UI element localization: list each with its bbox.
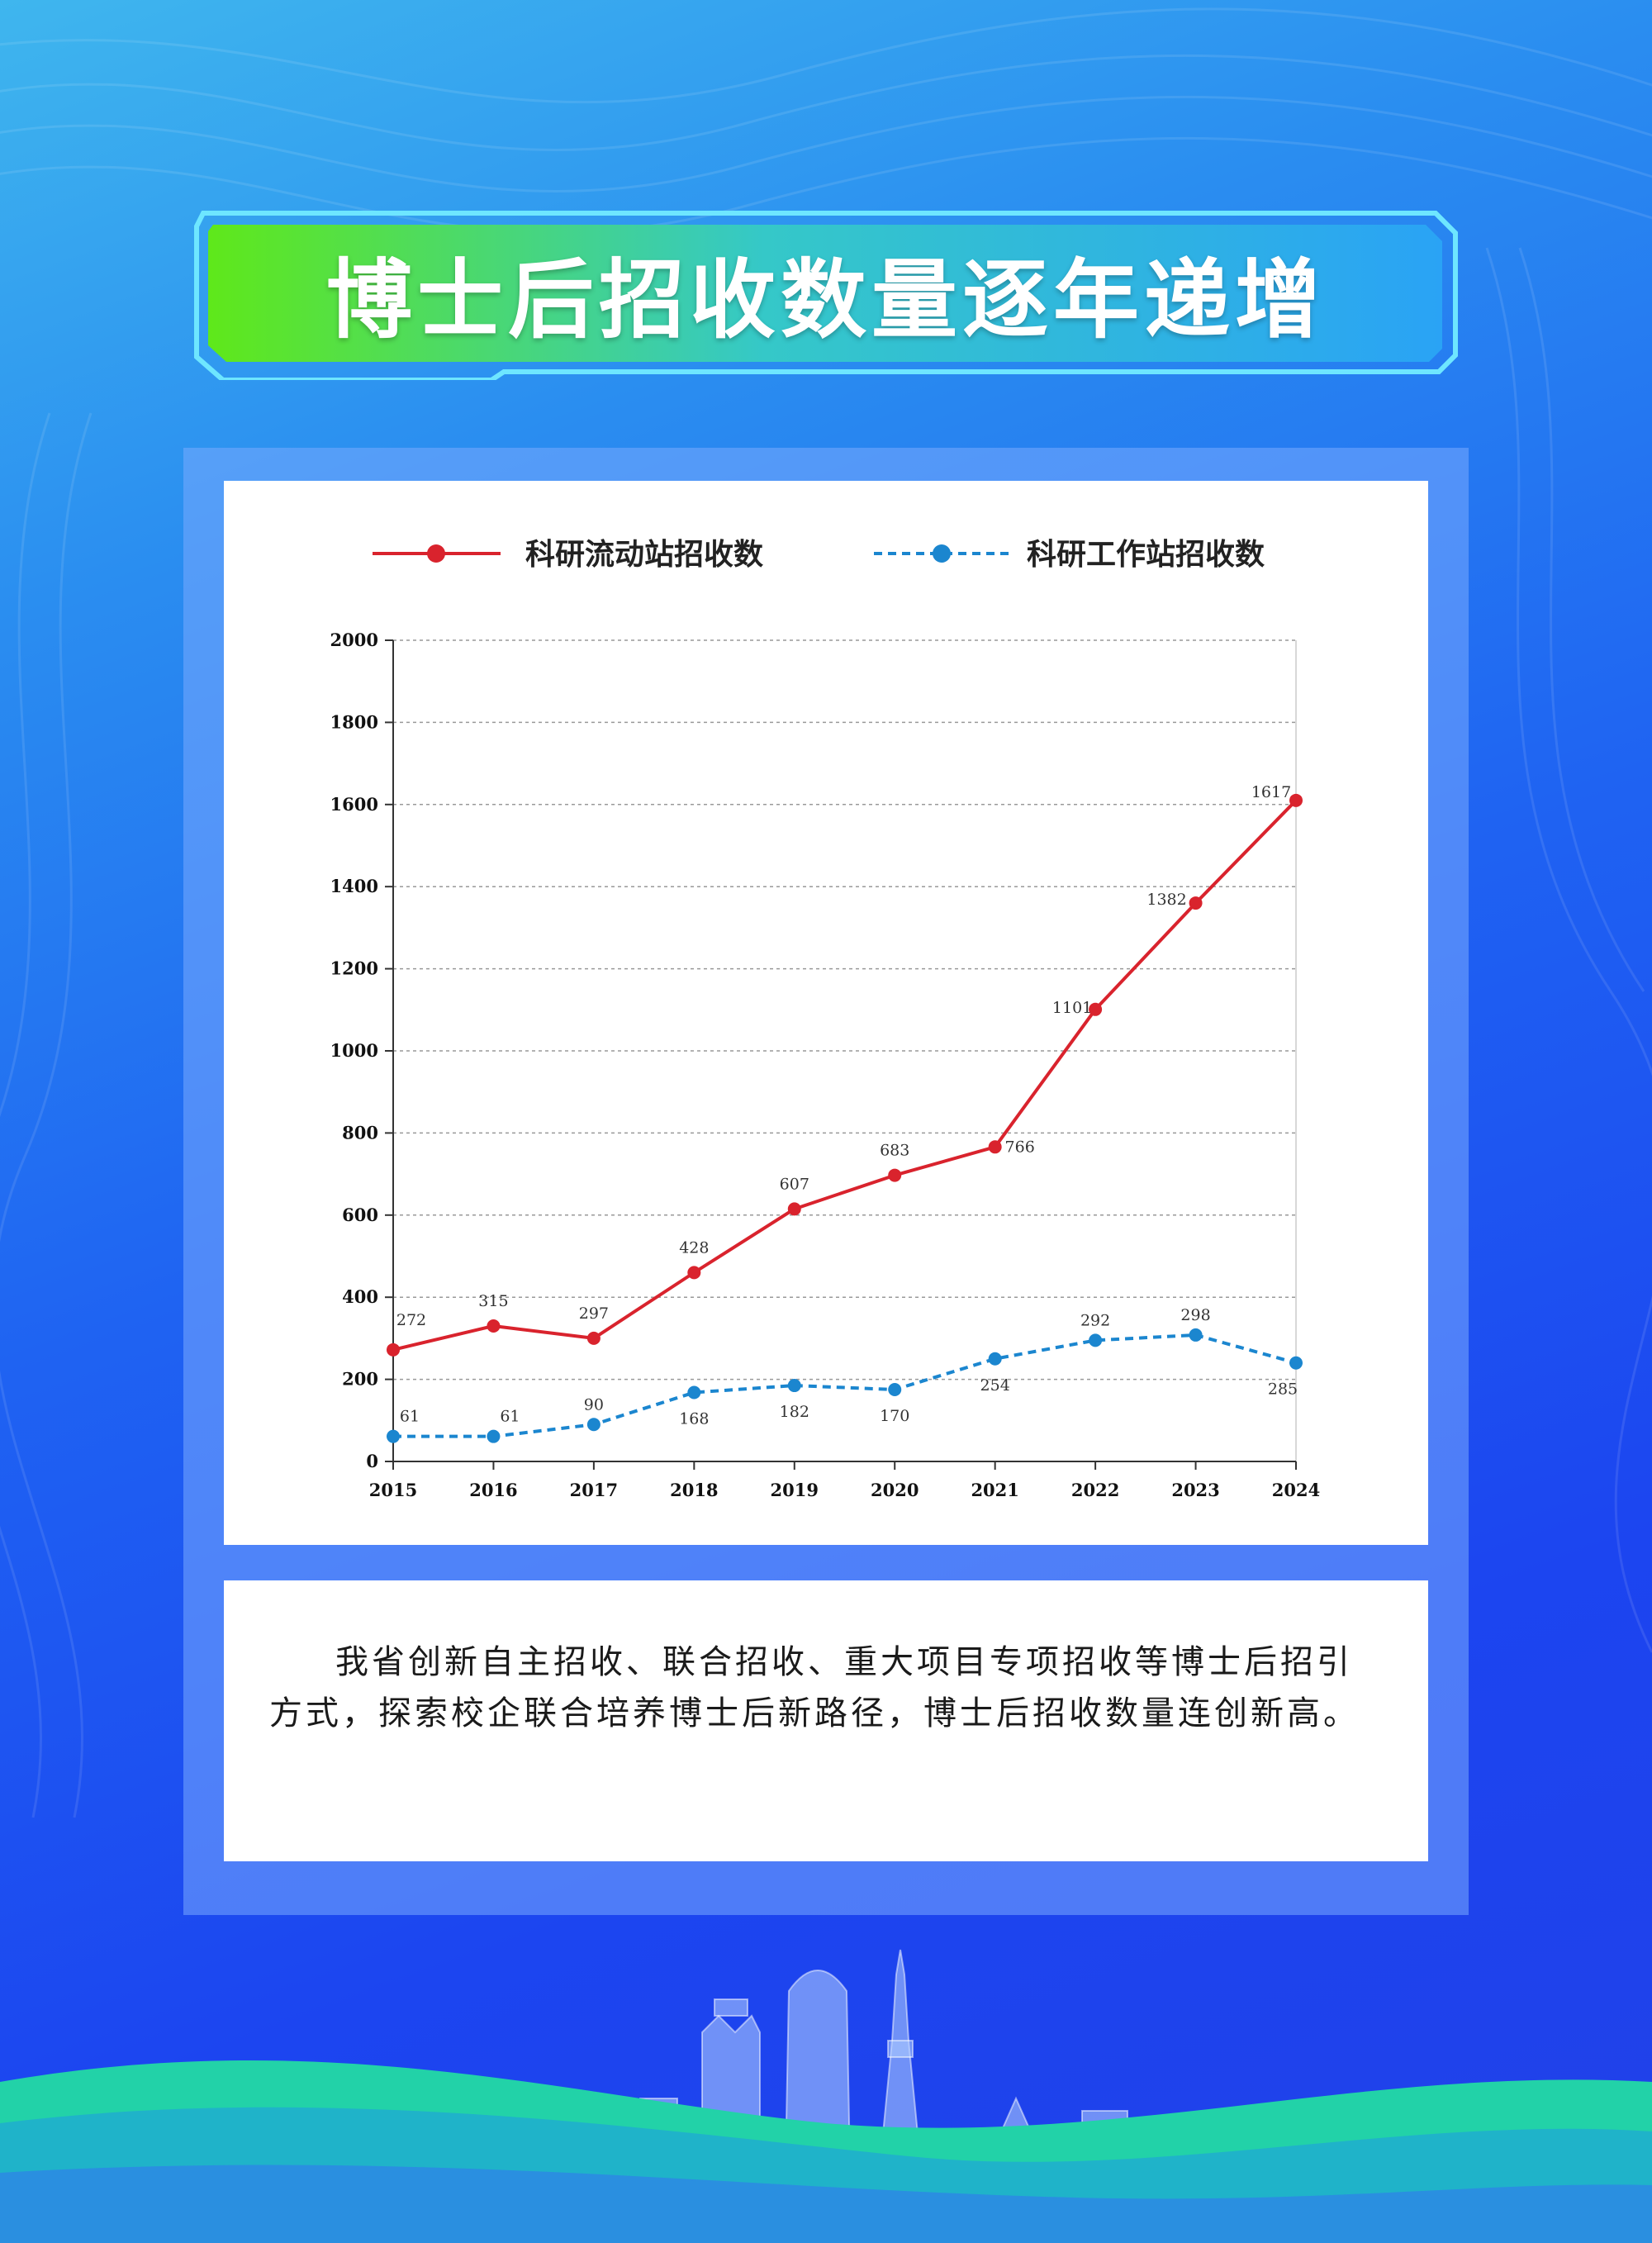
data-point: [988, 1140, 1002, 1154]
data-label: 298: [1180, 1306, 1210, 1324]
x-tick-label: 2017: [570, 1480, 618, 1500]
data-label: 170: [880, 1407, 909, 1425]
data-label: 61: [500, 1408, 520, 1426]
data-label: 315: [478, 1292, 508, 1310]
data-label: 683: [880, 1142, 909, 1160]
y-tick-label: 1600: [330, 794, 378, 815]
data-point: [1089, 1333, 1103, 1347]
chart-card: 科研流动站招收数 科研工作站招收数 0 200 400 600 800 1000 1200 1…: [224, 481, 1428, 1545]
data-label: 272: [396, 1311, 426, 1329]
data-point: [1089, 1002, 1103, 1016]
x-tick-label: 2019: [771, 1480, 819, 1500]
y-tick-label: 400: [342, 1286, 378, 1307]
page-title: 博士后招收数量逐年递增: [325, 249, 1326, 350]
chart-grid: [393, 639, 1297, 1461]
chart-axes: 0 200 400 600 800 1000 1200 1400 1600 1800 2000 201…: [330, 630, 1321, 1500]
x-tick-label: 2022: [1071, 1480, 1119, 1500]
chart-series: [387, 793, 1303, 1443]
x-tick-label: 2018: [670, 1480, 718, 1500]
data-label: 297: [579, 1304, 609, 1323]
y-tick-label: 200: [342, 1369, 378, 1390]
series-line-1: [392, 799, 1298, 1352]
data-point: [1189, 896, 1203, 910]
description-card: 我省创新自主招收、联合招收、重大项目专项招收等博士后招引方式，探索校企联合培养博…: [224, 1580, 1428, 1861]
data-point: [387, 1429, 400, 1443]
data-point: [988, 1352, 1002, 1366]
y-tick-label: 600: [342, 1205, 378, 1225]
description-text: 我省创新自主招收、联合招收、重大项目专项招收等博士后招引方式，探索校企联合培养博…: [269, 1643, 1360, 1732]
data-point: [1289, 1356, 1303, 1370]
data-label: 428: [679, 1238, 709, 1257]
y-tick-label: 0: [366, 1451, 378, 1471]
x-tick-label: 2023: [1171, 1480, 1219, 1500]
data-point: [787, 1202, 801, 1216]
y-tick-label: 1800: [330, 711, 378, 732]
city-skyline-illustration: [0, 1949, 1652, 2243]
data-point: [1189, 1328, 1203, 1342]
data-point: [487, 1429, 501, 1443]
data-label: 1617: [1251, 783, 1291, 801]
legend-label-series-2: 科研工作站招收数: [1027, 538, 1265, 572]
data-label: 90: [584, 1395, 604, 1414]
chart-legend: 科研流动站招收数 科研工作站招收数: [373, 538, 1265, 572]
data-label: 1101: [1052, 999, 1092, 1017]
y-tick-label: 1200: [330, 958, 378, 979]
data-label: 766: [1005, 1138, 1035, 1156]
data-point: [888, 1168, 902, 1182]
data-point: [888, 1383, 902, 1397]
data-point: [687, 1266, 701, 1280]
y-tick-label: 800: [342, 1122, 378, 1143]
data-point: [387, 1342, 400, 1357]
y-tick-label: 1000: [330, 1040, 378, 1061]
data-point: [586, 1418, 601, 1432]
legend-marker-series-1: [427, 544, 445, 563]
legend-marker-series-2: [933, 544, 951, 563]
y-tick-label: 1400: [330, 876, 378, 896]
y-tick-label: 2000: [330, 630, 378, 650]
chart-data-labels: 272 315 297 428 607 683 766 1101 1382 1617 61 61 90 1…: [396, 783, 1298, 1428]
data-label: 254: [980, 1376, 1010, 1395]
data-label: 182: [780, 1403, 809, 1421]
data-point: [487, 1319, 501, 1333]
x-tick-label: 2021: [971, 1480, 1018, 1500]
legend-label-series-1: 科研流动站招收数: [525, 538, 763, 572]
x-tick-label: 2020: [871, 1480, 919, 1500]
data-label: 168: [679, 1410, 709, 1428]
data-label: 292: [1080, 1311, 1110, 1329]
x-tick-label: 2024: [1272, 1480, 1320, 1500]
data-point: [687, 1385, 701, 1399]
x-tick-label: 2016: [469, 1480, 517, 1500]
series-line-2: [393, 1333, 1297, 1438]
data-label: 1382: [1146, 891, 1186, 909]
x-tick-label: 2015: [369, 1480, 417, 1500]
data-label: 607: [780, 1175, 809, 1193]
data-label: 285: [1268, 1380, 1298, 1399]
data-point: [586, 1331, 601, 1345]
data-point: [1289, 793, 1303, 807]
title-banner: [194, 211, 1458, 380]
data-label: 61: [400, 1408, 420, 1426]
line-chart: 科研流动站招收数 科研工作站招收数 0 200 400 600 800 1000 1200 1…: [330, 538, 1321, 1500]
data-point: [787, 1379, 801, 1393]
